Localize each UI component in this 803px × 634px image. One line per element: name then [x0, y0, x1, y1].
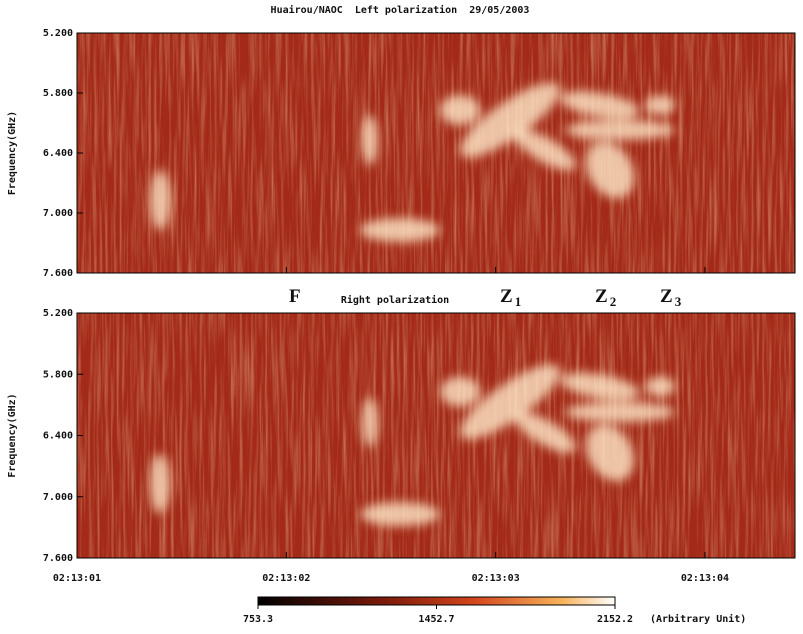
emission-feature — [150, 453, 170, 514]
y-tick-label: 7.600 — [43, 268, 73, 279]
y-tick-label: 5.800 — [43, 88, 73, 99]
emission-feature — [565, 120, 675, 140]
x-tick-label: 02:13:01 — [53, 573, 101, 584]
emission-feature — [440, 95, 480, 125]
emission-feature — [565, 402, 675, 423]
y-tick-label: 6.400 — [43, 431, 73, 442]
emission-feature — [360, 218, 440, 242]
emission-feature — [560, 91, 640, 119]
annotation-text: Z — [595, 286, 608, 307]
emission-feature — [645, 95, 675, 115]
annotation-text: F — [289, 286, 301, 307]
emission-feature — [362, 397, 378, 448]
y-axis-label: Frequency(GHz) — [7, 111, 18, 195]
x-tick-label: 02:13:02 — [262, 573, 310, 584]
panel-title: Right polarization — [341, 294, 449, 306]
colorbar-tick-label: 2152.2 — [597, 614, 633, 625]
spectrogram-texture — [77, 33, 795, 273]
y-axis-label: Frequency(GHz) — [7, 393, 18, 477]
colorbar-tick-label: 1452.7 — [418, 614, 454, 625]
colorbar-unit: (Arbitrary Unit) — [650, 613, 746, 625]
emission-feature — [514, 129, 576, 171]
emission-feature — [585, 141, 635, 199]
emission-feature — [362, 115, 378, 165]
emission-feature — [360, 502, 440, 527]
y-tick-label: 5.200 — [43, 308, 73, 319]
y-tick-label: 5.800 — [43, 369, 73, 380]
emission-feature — [514, 412, 576, 453]
emission-feature — [459, 364, 561, 440]
annotation-subscript: 1 — [515, 294, 522, 309]
annotation: F — [289, 286, 301, 307]
annotation-subscript: 3 — [675, 294, 682, 309]
y-tick-label: 7.600 — [43, 553, 73, 564]
emission-feature — [585, 424, 635, 482]
emission-feature — [645, 376, 675, 397]
colorbar-tick-label: 753.3 — [243, 614, 273, 625]
colorbar — [257, 596, 616, 606]
emission-feature — [560, 372, 640, 401]
y-tick-label: 7.000 — [43, 492, 73, 503]
bright-features — [150, 364, 675, 527]
y-tick-label: 5.200 — [43, 28, 73, 39]
annotation-text: Z — [660, 286, 673, 307]
spectrogram-texture — [77, 313, 795, 558]
emission-feature — [440, 376, 480, 407]
annotation-subscript: 2 — [610, 294, 617, 309]
y-tick-label: 7.000 — [43, 208, 73, 219]
panel-title: Huairou/NAOC Left polarization 29/05/200… — [271, 4, 530, 16]
x-tick-label: 02:13:03 — [472, 573, 520, 584]
bright-features — [150, 82, 675, 242]
x-tick-label: 02:13:04 — [681, 573, 729, 584]
emission-feature — [459, 82, 561, 158]
y-tick-label: 6.400 — [43, 148, 73, 159]
emission-feature — [150, 170, 170, 230]
annotation-text: Z — [500, 286, 513, 307]
